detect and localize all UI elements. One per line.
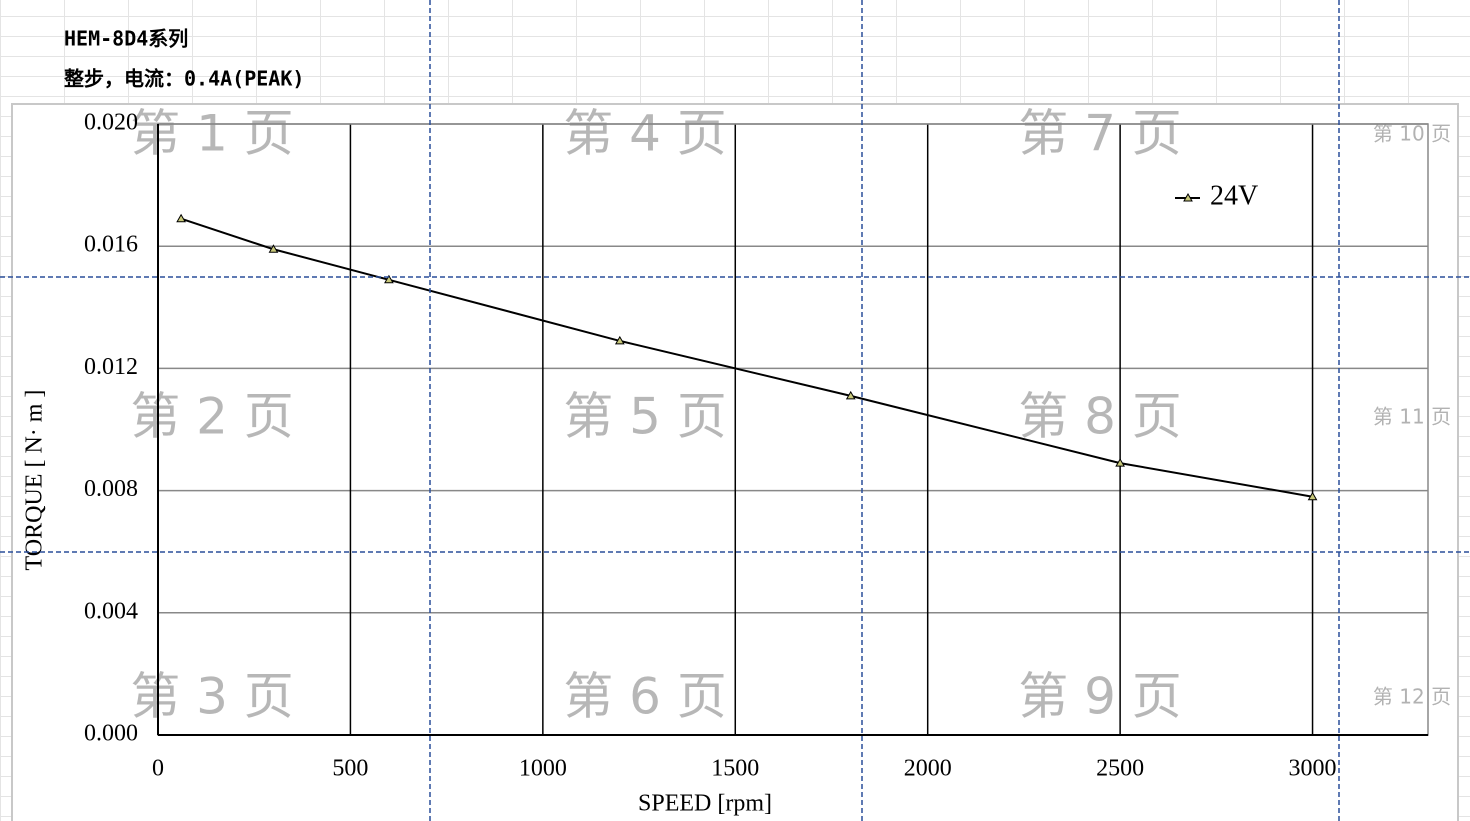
y-tick-label: 0.008 <box>84 476 138 502</box>
page-watermark: 第 8 页 <box>1018 388 1182 446</box>
data-point <box>268 244 279 253</box>
page-watermark: 第 11 页 <box>1373 405 1451 429</box>
x-tick-label: 3000 <box>1289 756 1337 782</box>
page-watermark: 第 12 页 <box>1373 685 1451 709</box>
data-point <box>1307 491 1318 501</box>
y-tick-label: 0.004 <box>84 598 138 624</box>
title: HEM-8D4系列 <box>64 27 188 51</box>
data-point <box>176 213 186 223</box>
x-axis-label: SPEED [rpm] <box>638 791 772 817</box>
page-watermark: 第 9 页 <box>1018 668 1182 726</box>
subtitle: 整步，电流：0.4A(PEAK) <box>63 67 304 91</box>
data-point <box>384 274 394 284</box>
x-tick-label: 2500 <box>1096 756 1144 782</box>
legend-marker <box>1183 192 1193 202</box>
data-point <box>614 335 625 345</box>
x-tick-label: 0 <box>152 756 164 782</box>
page-watermark: 第 2 页 <box>130 388 294 446</box>
page-watermark: 第 7 页 <box>1018 105 1182 163</box>
page-watermark: 第 10 页 <box>1373 122 1451 146</box>
y-tick-label: 0.012 <box>84 354 138 380</box>
x-tick-label: 1000 <box>519 756 567 782</box>
y-tick-label: 0.016 <box>84 232 138 258</box>
data-point <box>1115 458 1125 467</box>
y-tick-label: 0.000 <box>84 721 138 747</box>
page-watermark: 第 4 页 <box>563 105 727 163</box>
page-watermark: 第 6 页 <box>563 668 727 726</box>
x-tick-label: 2000 <box>904 756 952 782</box>
y-axis-label: TORQUE [ N· m ] <box>22 390 48 571</box>
page-watermark: 第 3 页 <box>130 668 294 726</box>
x-tick-label: 1500 <box>711 756 759 782</box>
y-tick-label: 0.020 <box>84 110 138 136</box>
page-watermark: 第 5 页 <box>563 388 727 446</box>
data-point <box>845 390 856 400</box>
x-tick-label: 500 <box>332 756 368 782</box>
legend-label: 24V <box>1210 180 1258 211</box>
page-watermark: 第 1 页 <box>130 105 294 163</box>
